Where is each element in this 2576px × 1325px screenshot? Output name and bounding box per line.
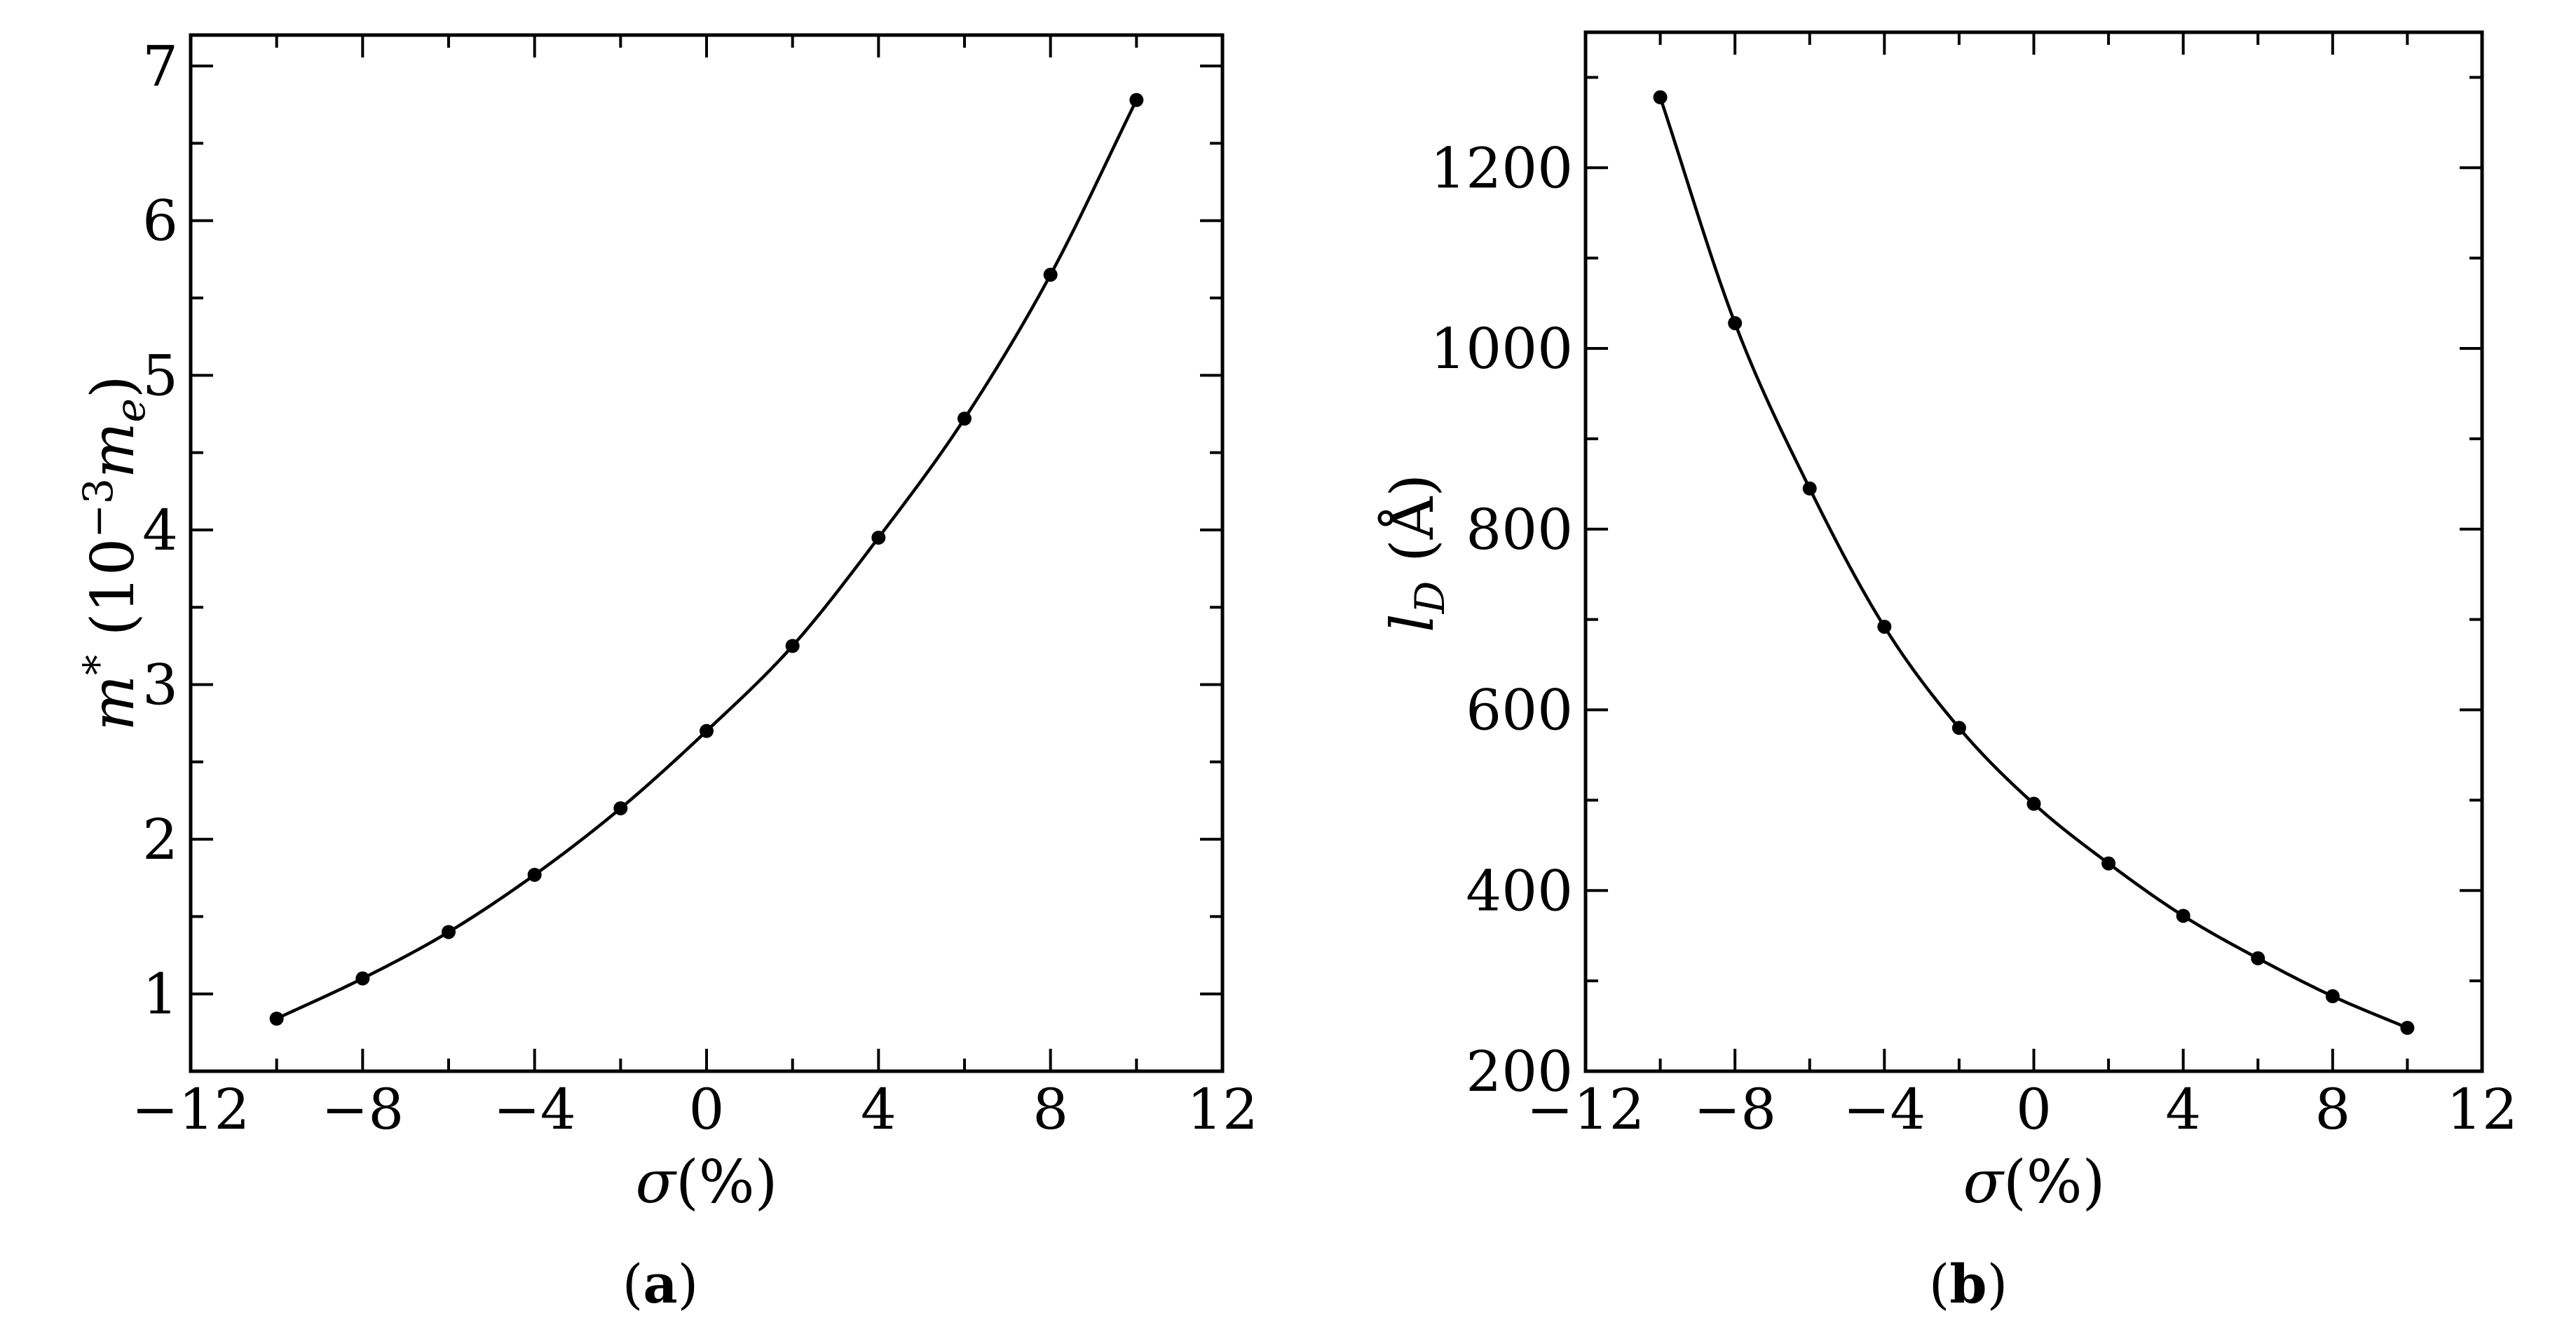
x-tick-label: −12 bbox=[132, 1077, 250, 1142]
data-point bbox=[2400, 1021, 2415, 1035]
x-tick-label: −4 bbox=[1843, 1077, 1926, 1142]
x-tick-label: 0 bbox=[689, 1077, 725, 1142]
panel-a-data-points bbox=[269, 93, 1144, 1026]
y-tick-label: 4 bbox=[142, 498, 178, 563]
data-point bbox=[527, 867, 542, 882]
data-point bbox=[1728, 315, 1743, 330]
data-point bbox=[871, 530, 886, 545]
x-tick-label: −12 bbox=[1527, 1077, 1645, 1142]
x-tick-label: 0 bbox=[2016, 1077, 2052, 1142]
data-point bbox=[2101, 856, 2116, 871]
y-tick-label: 1200 bbox=[1430, 135, 1573, 201]
y-tick-label: 800 bbox=[1466, 497, 1573, 562]
panel-b-fit-curve bbox=[1658, 97, 2408, 1030]
x-tick-label: 12 bbox=[1187, 1077, 1258, 1142]
y-tick-label: 5 bbox=[142, 343, 178, 408]
data-point bbox=[958, 412, 972, 426]
panel-a-y-axis-label: m* (10−3me) bbox=[74, 375, 154, 731]
y-tick-label: 6 bbox=[142, 189, 178, 254]
x-tick-label: 4 bbox=[861, 1077, 897, 1142]
data-point bbox=[1043, 267, 1058, 282]
data-point bbox=[2325, 989, 2340, 1004]
panel-b-caption: (b) bbox=[1929, 1253, 2008, 1315]
data-point bbox=[785, 639, 800, 653]
panel-b-frame bbox=[1583, 30, 2484, 1073]
y-tick-label: 7 bbox=[142, 34, 178, 99]
panel-a-caption: (a) bbox=[622, 1253, 699, 1315]
y-tick-label: 200 bbox=[1466, 1039, 1573, 1104]
panel-b-tick-labels: −12 −8 −4 0 4 8 12 200 400 600 800 1000 1200 bbox=[1430, 135, 2517, 1142]
x-tick-label: 8 bbox=[1033, 1077, 1068, 1142]
y-tick-label: 1 bbox=[142, 962, 178, 1027]
data-point bbox=[1653, 90, 1668, 104]
panel-b-y-axis-label: lD (Å) bbox=[1377, 474, 1454, 632]
data-point bbox=[355, 971, 370, 986]
data-point bbox=[1802, 481, 1817, 496]
x-tick-label: −4 bbox=[493, 1077, 576, 1142]
data-point bbox=[269, 1011, 284, 1026]
y-tick-label: 2 bbox=[142, 807, 178, 872]
panel-b: −12 −8 −4 0 4 8 12 200 400 600 800 1000 1200 σ(%) lD… bbox=[1377, 30, 2518, 1315]
panel-a-fit-curve bbox=[275, 99, 1138, 1021]
panel-b-ticks bbox=[1584, 32, 2483, 1073]
y-tick-label: 3 bbox=[142, 653, 178, 718]
x-tick-label: 12 bbox=[2446, 1077, 2518, 1142]
data-point bbox=[1951, 721, 1966, 735]
data-point bbox=[700, 723, 714, 738]
data-point bbox=[442, 925, 456, 939]
data-point bbox=[2176, 909, 2190, 923]
panel-a-x-axis-label: σ(%) bbox=[636, 1148, 778, 1216]
panel-a-frame bbox=[189, 33, 1225, 1073]
data-point bbox=[2251, 951, 2265, 965]
panel-b-x-axis-label: σ(%) bbox=[1963, 1148, 2106, 1216]
panel-b-data-points bbox=[1653, 90, 2415, 1035]
data-point bbox=[613, 801, 628, 815]
y-tick-label: 1000 bbox=[1430, 316, 1573, 381]
data-point bbox=[1129, 93, 1144, 107]
data-point bbox=[1877, 619, 1892, 634]
x-tick-label: 8 bbox=[2315, 1077, 2350, 1142]
x-tick-label: −8 bbox=[1694, 1077, 1776, 1142]
panel-a-ticks bbox=[189, 35, 1224, 1071]
data-point bbox=[2026, 796, 2041, 811]
x-tick-label: −8 bbox=[321, 1077, 404, 1142]
x-tick-label: 4 bbox=[2165, 1077, 2201, 1142]
y-tick-label: 400 bbox=[1466, 858, 1573, 923]
y-tick-label: 600 bbox=[1466, 678, 1573, 743]
